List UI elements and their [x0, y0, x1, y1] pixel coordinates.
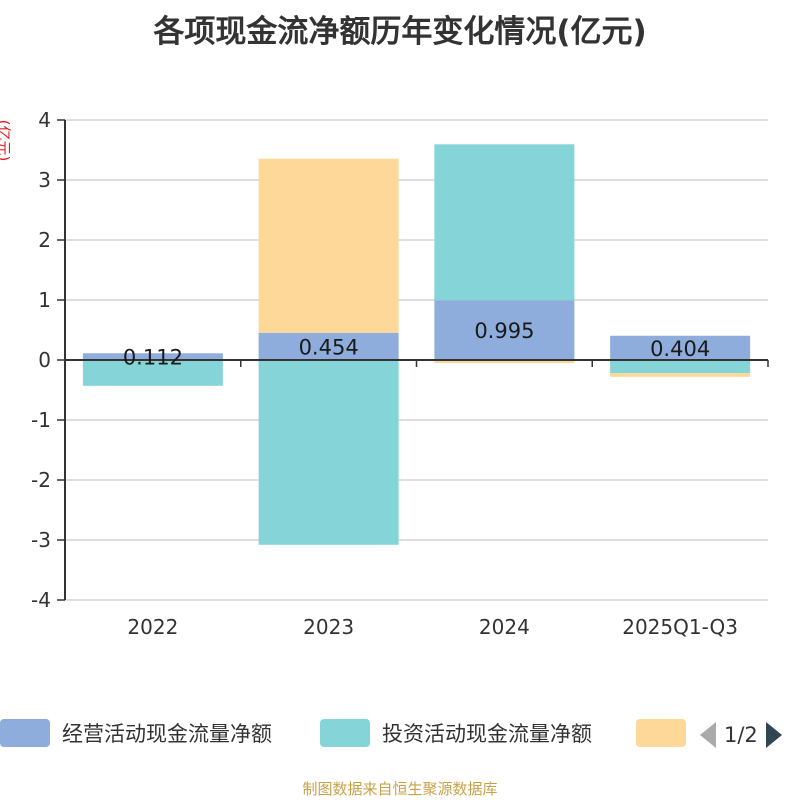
- bar-series2-2023: [258, 158, 399, 333]
- legend-swatch-investing: [320, 719, 370, 747]
- x-tick-label: 2023: [303, 615, 354, 639]
- bar-series1-2022: [82, 360, 223, 386]
- bar-series1-2023: [258, 360, 399, 545]
- data-label: 0.995: [474, 319, 534, 343]
- legend-swatch-operating: [0, 719, 50, 747]
- legend-page-indicator: 1/2: [724, 723, 758, 747]
- legend: 经营活动现金流量净额 投资活动现金流量净额 1/2: [0, 716, 800, 756]
- x-tick-label: 2025Q1-Q3: [622, 615, 738, 639]
- legend-label-operating: 经营活动现金流量净额: [62, 722, 272, 746]
- legend-swatch-financing: [636, 719, 686, 747]
- y-tick-label: 2: [38, 228, 51, 252]
- data-source-note: 制图数据来自恒生聚源数据库: [302, 780, 498, 798]
- y-tick-label: 0: [38, 348, 51, 372]
- y-tick-label: -3: [31, 528, 51, 552]
- bar-series1-2025Q1-Q3: [610, 360, 751, 374]
- legend-next-page-icon[interactable]: [765, 722, 782, 748]
- legend-item-operating[interactable]: 经营活动现金流量净额: [0, 716, 272, 750]
- y-tick-label: 1: [38, 288, 51, 312]
- legend-item-investing[interactable]: 投资活动现金流量净额: [320, 716, 592, 750]
- legend-item-financing[interactable]: [636, 716, 686, 750]
- bar-series1-2024: [434, 144, 575, 301]
- data-label: 0.454: [299, 335, 359, 359]
- x-tick-label: 2022: [127, 615, 178, 639]
- bar-series0-2022: [82, 353, 223, 360]
- legend-prev-page-icon[interactable]: [700, 722, 716, 748]
- bar-series0-2025Q1-Q3: [610, 335, 751, 360]
- bar-series2-2025Q1-Q3: [610, 373, 751, 377]
- chart-title: 各项现金流净额历年变化情况(亿元): [153, 14, 647, 50]
- legend-label-investing: 投资活动现金流量净额: [382, 722, 592, 746]
- data-label: 0.404: [650, 337, 710, 361]
- data-label: 0.112: [123, 346, 183, 370]
- y-tick-label: 4: [38, 108, 51, 132]
- bar-series0-2023: [258, 332, 399, 360]
- legend-pager: 1/2: [700, 720, 782, 750]
- y-tick-label: -2: [31, 468, 51, 492]
- y-tick-label: 3: [38, 168, 51, 192]
- chart-area: 4 3 2 1 0 -1 -2 -3 -4 2022 2023 2024 2025Q1-Q3 0.112 0…: [31, 108, 769, 639]
- bar-series2-2024: [434, 360, 575, 363]
- y-tick-label: -1: [31, 408, 51, 432]
- x-tick-label: 2024: [479, 615, 530, 639]
- y-tick-label: -4: [31, 588, 51, 612]
- bar-series0-2024: [434, 300, 575, 360]
